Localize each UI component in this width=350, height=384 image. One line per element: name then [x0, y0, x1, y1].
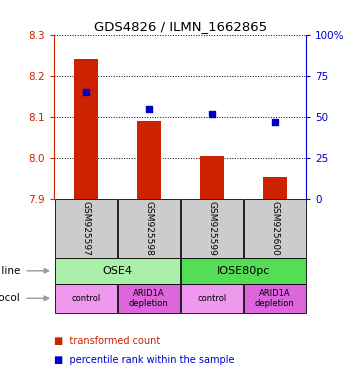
Text: GSM925598: GSM925598 — [144, 201, 153, 256]
Bar — [181, 258, 306, 283]
Text: cell line: cell line — [0, 266, 20, 276]
Text: GSM925600: GSM925600 — [270, 201, 279, 256]
Text: GSM925599: GSM925599 — [207, 201, 216, 256]
Bar — [244, 283, 306, 313]
Text: ■  percentile rank within the sample: ■ percentile rank within the sample — [54, 355, 235, 365]
Bar — [118, 283, 180, 313]
Bar — [118, 199, 180, 258]
Bar — [200, 156, 224, 199]
Point — [83, 89, 89, 95]
Text: control: control — [71, 294, 100, 303]
Text: ARID1A
depletion: ARID1A depletion — [129, 288, 169, 308]
Bar — [137, 121, 161, 199]
Bar — [181, 283, 243, 313]
Bar — [263, 177, 287, 199]
Point — [272, 119, 278, 125]
Text: GSM925597: GSM925597 — [81, 201, 90, 256]
Text: IOSE80pc: IOSE80pc — [217, 266, 270, 276]
Text: ARID1A
depletion: ARID1A depletion — [255, 288, 295, 308]
Text: control: control — [197, 294, 226, 303]
Bar — [181, 199, 243, 258]
Text: protocol: protocol — [0, 293, 20, 303]
Bar — [244, 199, 306, 258]
Bar — [55, 258, 180, 283]
Point — [146, 106, 152, 112]
Text: ■  transformed count: ■ transformed count — [54, 336, 161, 346]
Bar — [74, 59, 98, 199]
Title: GDS4826 / ILMN_1662865: GDS4826 / ILMN_1662865 — [94, 20, 267, 33]
Point — [209, 111, 215, 117]
Bar — [55, 199, 117, 258]
Text: OSE4: OSE4 — [102, 266, 132, 276]
Bar — [55, 283, 117, 313]
